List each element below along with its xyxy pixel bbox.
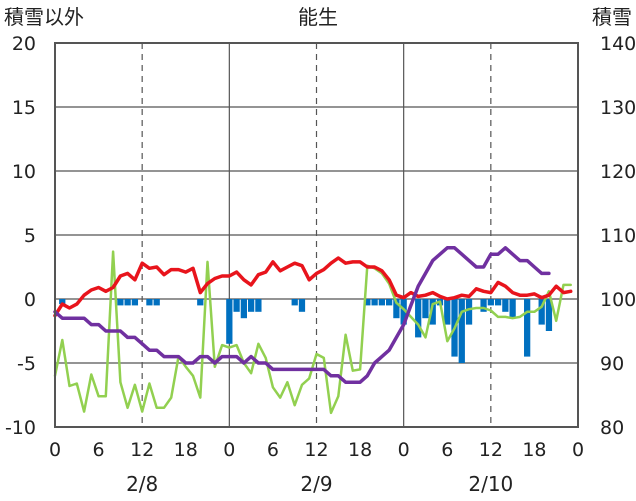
precip-bar [509,299,516,319]
x-tick-label: 18 [174,439,198,461]
right-tick-label: 90 [600,353,624,375]
precip-bar [117,299,124,306]
precip-bar [444,299,451,325]
x-tick-label: 6 [441,439,453,461]
series-lines [53,246,573,415]
x-tick-label: 18 [348,439,372,461]
right-tick-label: 110 [600,225,636,247]
x-tick-label: 0 [398,439,410,461]
date-label: 2/8 [126,472,158,496]
precip-bar [233,299,240,312]
precip-bar [298,299,306,312]
precip-bar [247,299,255,312]
x-tick-label: 12 [479,439,503,461]
precip-bar [226,299,233,344]
precip-bar [371,299,378,306]
x-tick-label: 0 [49,439,61,461]
date-label: 2/10 [468,472,513,496]
temperature-line [53,256,573,318]
precip-bar [480,299,487,312]
precip-bar [255,299,262,312]
precip-bar [240,299,247,319]
precip-bar [494,299,502,306]
precip-bar [59,299,66,305]
right-tick-label: 130 [600,97,636,119]
x-tick-label: 0 [223,439,235,461]
right-tick-label: 100 [600,289,636,311]
precip-bar [386,299,393,306]
precip-bar [153,299,160,306]
x-tick-label: 0 [572,439,584,461]
right-tick-label: 120 [600,161,636,183]
right-axis-title: 積雪 [592,5,632,29]
x-tick-label: 12 [130,439,154,461]
axis-labels: 能生 積雪以外 積雪 20151050-5-101401301201101009… [4,5,636,496]
precip-bar [393,299,400,319]
left-tick-label: 5 [24,225,36,247]
precip-bar [124,299,131,306]
left-tick-label: -5 [17,353,36,375]
left-tick-label: 20 [12,33,36,55]
precip-bar [502,299,509,312]
precip-bar [146,299,153,306]
left-tick-label: 10 [12,161,36,183]
plot-frame [54,42,579,428]
precip-bar [487,299,494,306]
precip-bar [291,299,298,306]
chart-title: 能生 [298,5,338,29]
precip-bar [545,299,553,331]
precip-bar [415,299,422,338]
x-tick-label: 18 [522,439,546,461]
left-tick-label: 0 [24,289,36,311]
left-tick-label: 15 [12,97,36,119]
precip-bar [131,299,139,306]
left-axis-title: 積雪以外 [4,5,84,29]
right-tick-label: 80 [600,417,624,439]
precip-bar [400,299,407,325]
x-tick-label: 6 [267,439,279,461]
precip-bar [458,299,465,363]
right-tick-label: 140 [600,33,636,55]
left-tick-label: -10 [5,417,36,439]
precip-bar [429,299,436,325]
snow_depth-line [53,246,551,384]
precip-bar [378,299,386,306]
date-label: 2/9 [300,472,332,496]
gridlines [55,43,578,427]
precip-bar [524,299,531,357]
x-tick-label: 6 [93,439,105,461]
precip-bar [422,299,429,319]
precip-bar [538,299,545,325]
precip-bar [364,299,371,306]
x-tick-label: 12 [304,439,328,461]
precip-bar [197,299,204,306]
precip-bar [465,299,473,325]
wind-line [53,250,572,415]
